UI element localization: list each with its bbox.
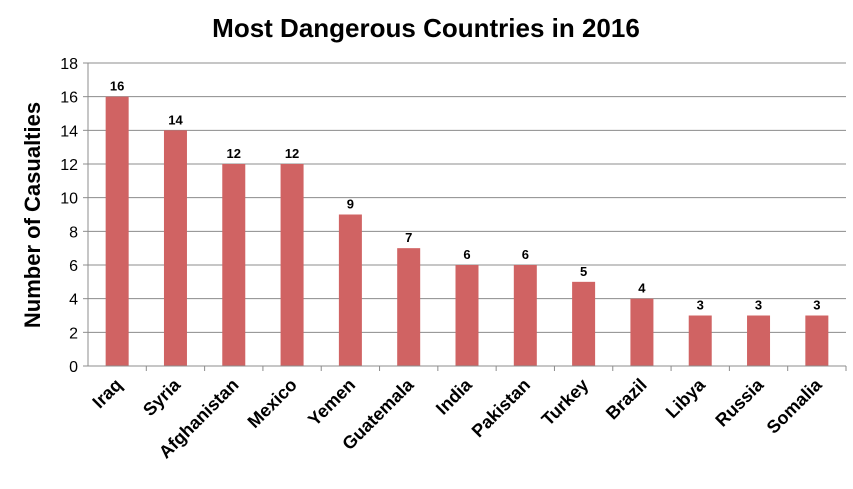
y-tick-label: 4 [69,292,78,309]
bar-india [455,265,479,366]
data-label-pakistan: 6 [522,247,529,262]
data-label-russia: 3 [755,298,762,313]
bar-yemen [338,214,362,366]
y-axis-ticks: 0 2 4 6 8 10 12 14 16 18 [60,56,88,376]
data-label-yemen: 9 [347,197,354,212]
y-tick-label: 8 [69,224,78,241]
bar-mexico [280,164,304,366]
data-label-syria: 14 [168,112,183,127]
x-tick-label-russia: Russia [711,374,768,431]
bar-russia [747,315,771,366]
y-tick-label: 14 [60,123,78,140]
bar-pakistan [513,265,537,366]
bar-syria [163,130,187,366]
x-tick-label-mexico: Mexico [244,375,301,432]
data-label-afghanistan: 12 [227,146,241,161]
x-tick-label-yemen: Yemen [304,375,359,430]
x-tick-label-pakistan: Pakistan [468,375,535,442]
data-label-libya: 3 [697,298,704,313]
x-tick-label-syria: Syria [139,374,185,420]
y-tick-label: 12 [60,157,78,174]
chart-title: Most Dangerous Countries in 2016 [212,13,640,43]
data-label-india: 6 [463,247,470,262]
data-label-iraq: 16 [110,79,124,94]
data-label-brazil: 4 [638,281,646,296]
data-labels: 16 14 12 12 9 7 6 6 5 4 3 3 3 [110,79,821,313]
bars [105,96,829,367]
y-tick-label: 16 [60,90,78,107]
bar-somalia [805,315,829,366]
y-tick-label: 18 [60,56,78,73]
bar-libya [688,315,712,366]
x-tick-label-iraq: Iraq [88,375,125,412]
x-tick-label-libya: Libya [662,374,710,422]
y-axis-label: Number of Casualties [20,102,45,328]
bar-iraq [105,96,129,367]
bar-brazil [630,298,654,366]
bar-afghanistan [222,164,246,366]
x-tick-label-brazil: Brazil [602,375,651,424]
bar-guatemala [397,248,421,366]
x-tick-label-somalia: Somalia [763,374,827,438]
x-tick-label-turkey: Turkey [537,375,592,430]
data-label-guatemala: 7 [405,230,412,245]
gridlines [88,62,846,333]
y-tick-label: 0 [69,359,78,376]
y-tick-label: 10 [60,191,78,208]
y-tick-label: 6 [69,258,78,275]
data-label-mexico: 12 [285,146,299,161]
data-label-turkey: 5 [580,264,587,279]
y-tick-label: 2 [69,325,78,342]
bar-turkey [572,281,596,366]
data-label-somalia: 3 [813,298,820,313]
x-tick-label-india: India [432,374,477,419]
